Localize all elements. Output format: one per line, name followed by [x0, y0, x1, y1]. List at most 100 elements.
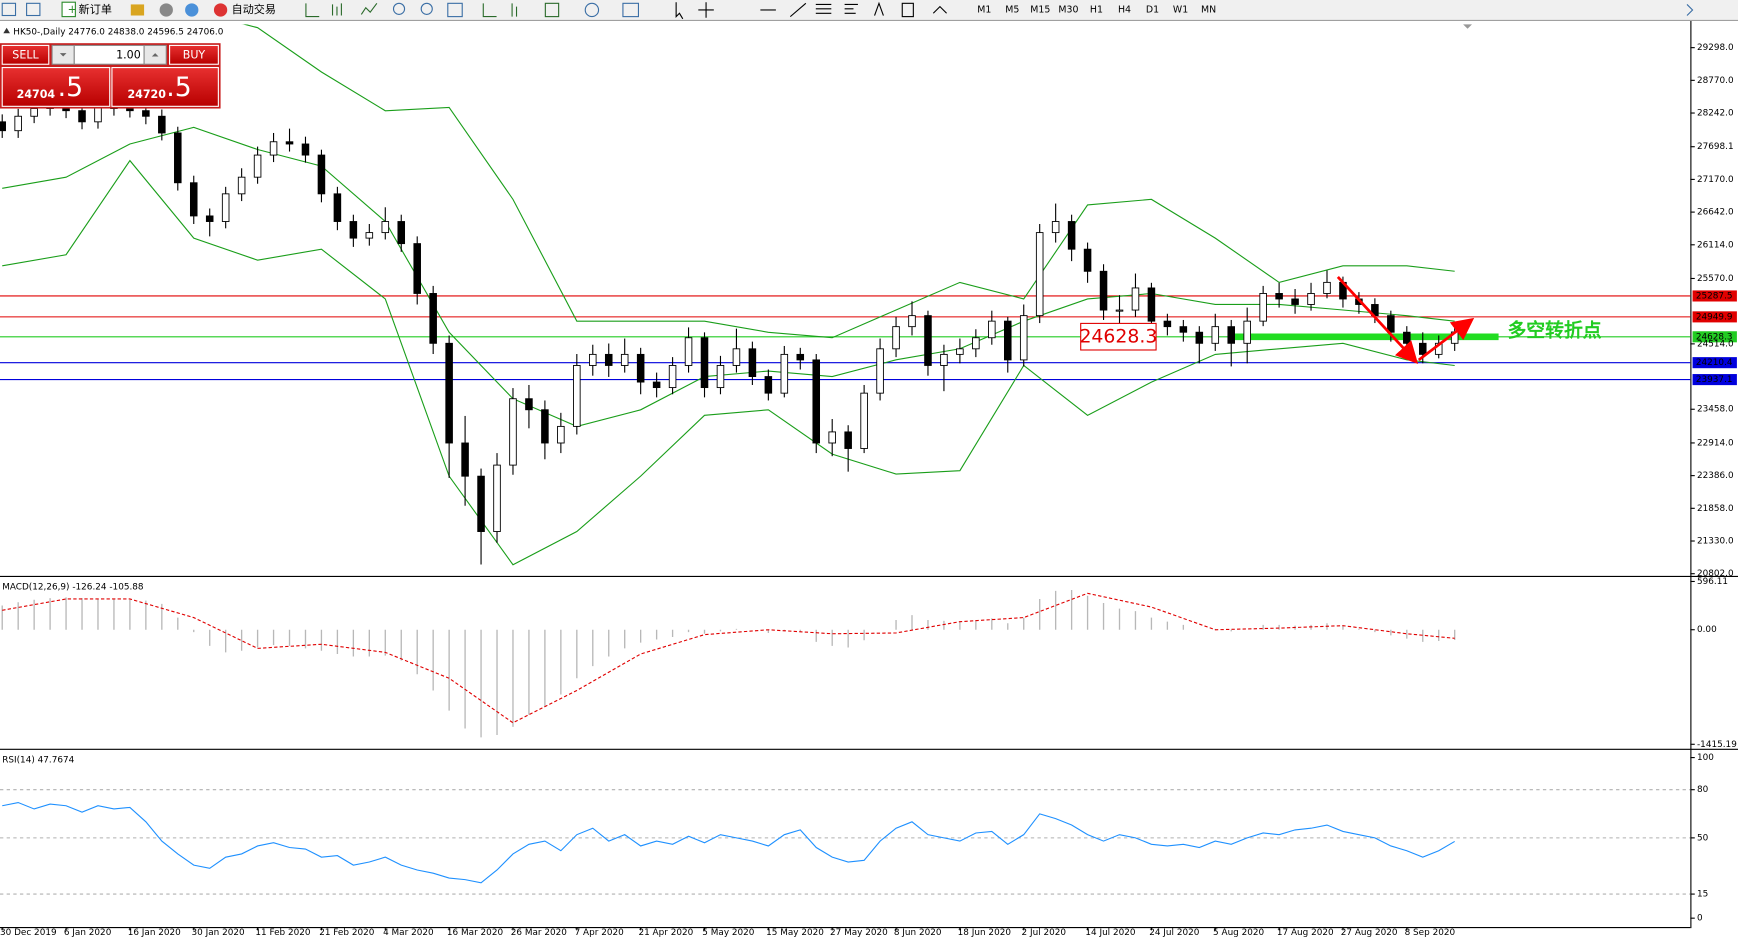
- icon-button[interactable]: [360, 2, 378, 15]
- auto-trading-button[interactable]: 自动交易: [213, 2, 276, 17]
- candle-body: [908, 315, 916, 328]
- timeframe-button[interactable]: M5: [1005, 4, 1019, 15]
- sell-price-button[interactable]: [1, 67, 111, 107]
- buy-price-button[interactable]: [111, 67, 219, 107]
- icon-button[interactable]: [331, 3, 342, 16]
- x-tick-label: 16 Jan 2020: [128, 928, 181, 937]
- timeframe-button[interactable]: H4: [1118, 4, 1131, 15]
- candle-body: [1163, 320, 1172, 328]
- indicator-title: RSI(14) 47.7674: [2, 755, 74, 765]
- bollinger-upper: [242, 24, 1455, 339]
- y-tick-label: 21858.0: [1697, 504, 1734, 514]
- icon-button[interactable]: [185, 3, 199, 17]
- icon: [213, 3, 228, 17]
- candle-body: [1227, 326, 1235, 344]
- candle-body: [301, 143, 310, 156]
- icon-button[interactable]: [789, 2, 807, 18]
- candle-body: [1067, 221, 1076, 250]
- candle-body: [126, 108, 134, 112]
- sell-label: SELL: [12, 48, 39, 61]
- timeframe-button[interactable]: D1: [1146, 4, 1159, 15]
- sell-button[interactable]: [1, 44, 50, 65]
- toolbar-label: 自动交易: [232, 2, 276, 16]
- y-tick-label: -1415.19: [1697, 740, 1737, 750]
- icon-button[interactable]: [584, 2, 600, 18]
- price-box: [1080, 322, 1157, 351]
- icon-button[interactable]: [420, 2, 433, 15]
- y-tick-label: 26642.0: [1697, 208, 1734, 218]
- candle-body: [509, 398, 517, 466]
- candle-body: [812, 359, 821, 444]
- timeframe-button[interactable]: H1: [1090, 4, 1103, 15]
- icon-button[interactable]: [544, 2, 560, 18]
- timeframe-button[interactable]: M1: [977, 4, 991, 15]
- icon-button[interactable]: [844, 3, 858, 14]
- candle-body: [1131, 287, 1140, 311]
- candle-body: [1179, 326, 1188, 333]
- timeframe-button[interactable]: W1: [1173, 4, 1188, 15]
- timeframe-button[interactable]: M30: [1058, 4, 1078, 15]
- icon-button[interactable]: [159, 3, 173, 17]
- icon-button[interactable]: [675, 2, 684, 20]
- icon-button[interactable]: [901, 2, 914, 18]
- new-order-button[interactable]: + 新订单: [61, 1, 112, 18]
- y-tick-label: 28770.0: [1697, 76, 1734, 86]
- x-tick-label: 2 Jul 2020: [1022, 928, 1067, 937]
- candle-body: [876, 348, 884, 394]
- icon-button[interactable]: [305, 3, 320, 18]
- timeframe-button[interactable]: M15: [1030, 4, 1050, 15]
- icon-button[interactable]: [447, 2, 463, 18]
- chart-window: [0, 21, 1738, 937]
- x-tick-label: 11 Feb 2020: [255, 928, 311, 937]
- icon-button[interactable]: [815, 3, 832, 14]
- x-tick-label: 27 Aug 2020: [1341, 928, 1398, 937]
- timeframe-button[interactable]: MN: [1201, 4, 1216, 15]
- candle-body: [1307, 293, 1315, 305]
- candle-body: [892, 326, 900, 350]
- candle-body: [142, 110, 150, 117]
- x-tick-label: 18 Jun 2020: [958, 928, 1012, 937]
- candle-body: [1418, 342, 1427, 355]
- icon-plus: +: [68, 3, 77, 16]
- timeframe-bar: M1 M5 M15 M30 H1 H4 D1 W1 MN: [977, 4, 1216, 15]
- buy-button[interactable]: [169, 44, 219, 65]
- icon-button[interactable]: [932, 5, 947, 14]
- icon-button[interactable]: [1, 2, 17, 17]
- x-tick-label: 30 Jan 2020: [192, 928, 245, 937]
- candle-body: [1323, 281, 1331, 294]
- icon-button[interactable]: [1686, 4, 1694, 16]
- level-label-bg: [1692, 311, 1737, 323]
- candle-body: [1403, 331, 1411, 344]
- icon-button[interactable]: [130, 4, 145, 16]
- candle-body: [349, 221, 358, 239]
- x-tick-label: 8 Jun 2020: [894, 928, 942, 937]
- y-tick-label: 27698.1: [1697, 142, 1734, 152]
- candle-body: [525, 398, 533, 411]
- candle-body: [78, 110, 86, 123]
- bollinger-lower: [2, 159, 1455, 566]
- candle-body: [205, 215, 214, 222]
- candle-body: [493, 464, 501, 532]
- x-tick-label: 6 Jan 2020: [64, 928, 112, 937]
- icon-button[interactable]: [482, 3, 497, 18]
- y-tick-label: 22386.0: [1697, 471, 1734, 481]
- y-tick-label: 28242.0: [1697, 109, 1734, 119]
- arrow-down: [1336, 275, 1419, 365]
- icon-button[interactable]: [26, 2, 41, 17]
- y-tick-label: 27170.0: [1697, 175, 1734, 185]
- buy-price: 24720: [127, 88, 166, 101]
- candle-body: [174, 132, 182, 184]
- icon-button[interactable]: [392, 2, 406, 15]
- candle-body: [796, 353, 805, 361]
- y-tick-label: 20802.0: [1697, 569, 1734, 579]
- level-label: 24949.9: [1696, 312, 1733, 322]
- icon-button[interactable]: [511, 3, 518, 17]
- candle-body: [780, 353, 789, 394]
- candle-body: [333, 193, 342, 222]
- candle-body: [940, 353, 948, 366]
- candle-body: [158, 115, 166, 134]
- icon-button[interactable]: [698, 2, 714, 18]
- icon-button[interactable]: [874, 1, 884, 16]
- icon-button[interactable]: [622, 2, 640, 18]
- candle-body: [269, 141, 278, 156]
